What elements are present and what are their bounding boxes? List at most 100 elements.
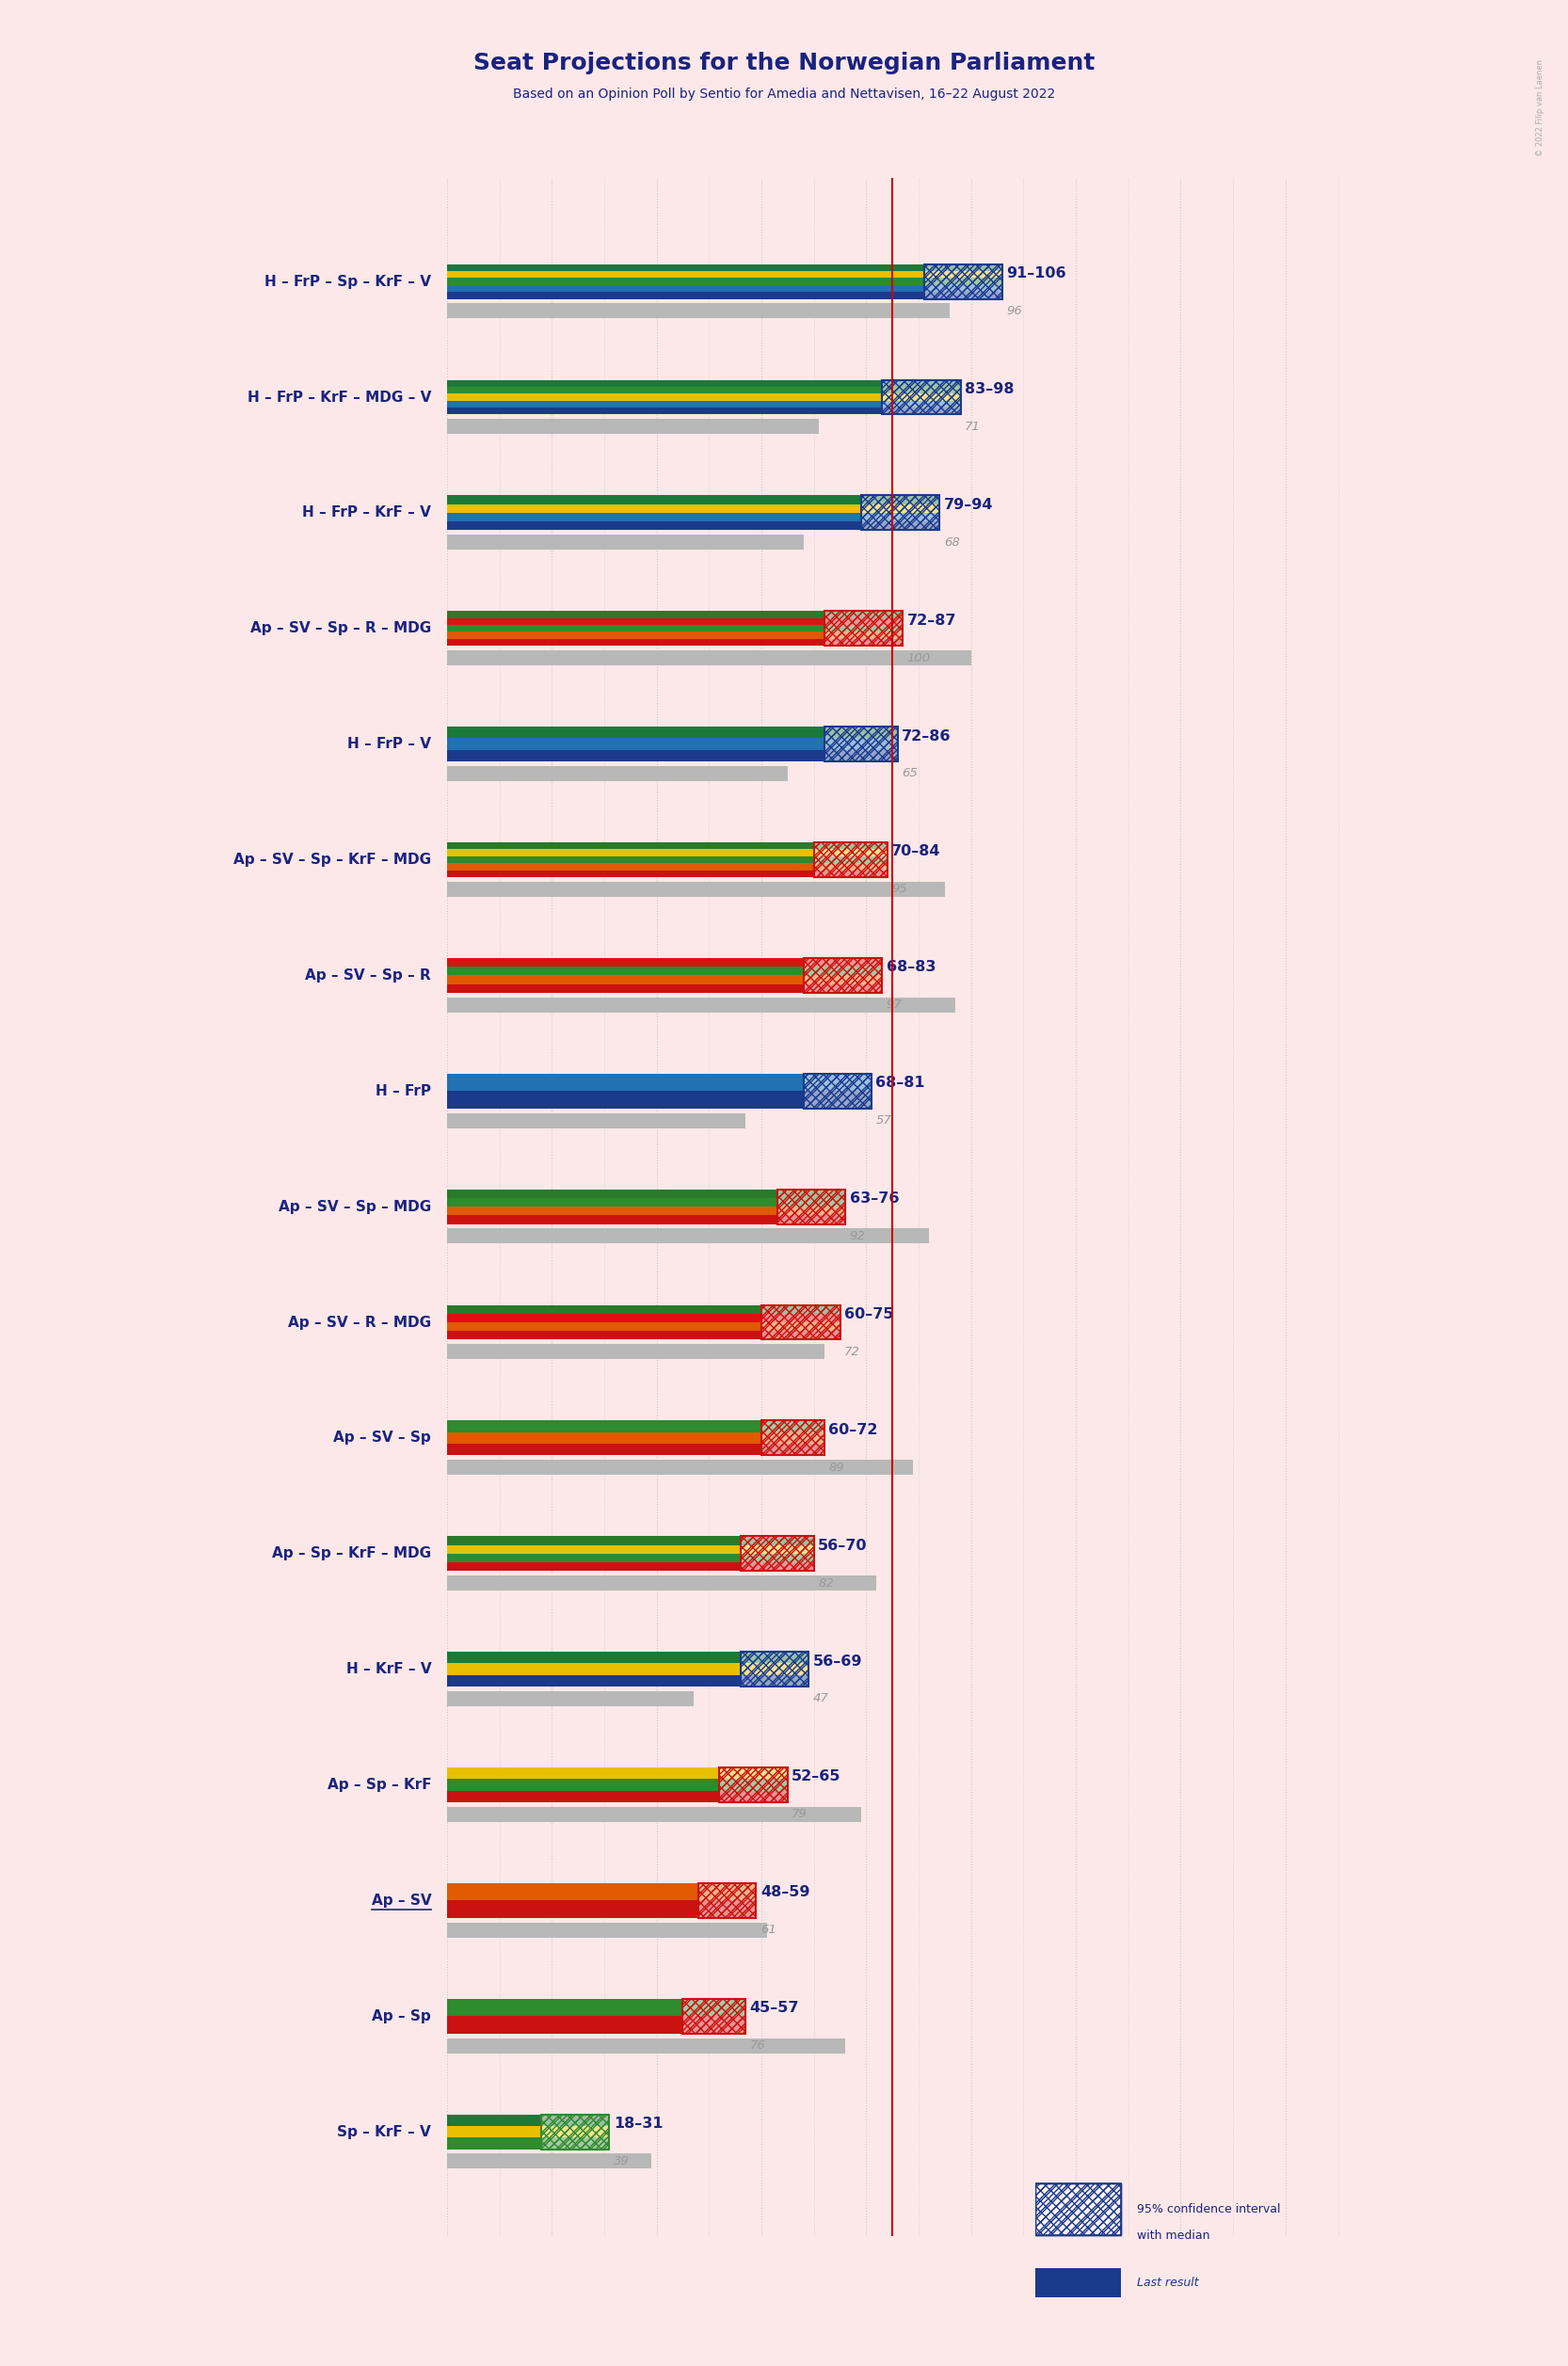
Bar <box>447 521 939 530</box>
Bar <box>924 265 1002 298</box>
Text: Ap – SV: Ap – SV <box>372 1893 431 1907</box>
Bar <box>447 1562 814 1571</box>
Bar <box>447 1091 872 1107</box>
Bar <box>803 958 881 994</box>
Text: 92: 92 <box>850 1230 866 1242</box>
Bar <box>447 984 881 994</box>
Bar <box>1035 2184 1121 2236</box>
Text: H – FrP – KrF – V: H – FrP – KrF – V <box>303 506 431 521</box>
Bar <box>778 1190 845 1223</box>
Bar <box>447 610 903 618</box>
Bar <box>447 393 961 400</box>
Bar <box>803 1074 872 1107</box>
Bar <box>720 1767 787 1803</box>
Bar <box>447 1692 693 1706</box>
Text: Ap – SV – Sp – MDG: Ap – SV – Sp – MDG <box>279 1200 431 1214</box>
Text: 63–76: 63–76 <box>850 1192 898 1207</box>
Text: 95% confidence interval: 95% confidence interval <box>1137 2203 1281 2215</box>
Bar <box>814 842 887 878</box>
Text: © 2022 Filip van Laenen: © 2022 Filip van Laenen <box>1537 59 1544 156</box>
Bar <box>803 958 881 994</box>
Text: with median: with median <box>1137 2229 1210 2241</box>
Bar <box>778 1190 845 1223</box>
Bar <box>740 1651 809 1687</box>
Bar <box>803 1074 872 1107</box>
Bar <box>825 726 897 762</box>
Bar <box>447 1651 809 1663</box>
Bar <box>447 272 1002 279</box>
Bar <box>740 1536 814 1571</box>
Bar <box>447 632 903 639</box>
Bar <box>698 1883 756 1919</box>
Text: 61: 61 <box>760 1924 776 1935</box>
Text: 56–69: 56–69 <box>812 1654 862 1668</box>
Bar <box>447 535 803 549</box>
Bar <box>447 1536 814 1545</box>
Bar <box>541 2115 610 2148</box>
Bar <box>447 1313 840 1323</box>
Bar <box>825 726 897 762</box>
Bar <box>447 407 961 414</box>
Bar <box>447 1207 845 1216</box>
Text: 72–87: 72–87 <box>908 613 956 627</box>
Text: 95: 95 <box>891 883 908 894</box>
Bar <box>825 610 903 646</box>
Bar <box>861 494 939 530</box>
Bar <box>447 968 881 975</box>
Bar <box>447 513 939 521</box>
Bar <box>682 1999 746 2032</box>
Bar <box>740 1651 809 1687</box>
Bar <box>825 726 897 762</box>
Bar <box>447 1197 845 1207</box>
Bar <box>698 1883 756 1919</box>
Bar <box>447 386 961 393</box>
Bar <box>447 303 950 319</box>
Bar <box>447 651 971 665</box>
Bar <box>447 494 939 504</box>
Bar <box>447 381 961 386</box>
Bar <box>740 1536 814 1571</box>
Bar <box>924 265 1002 298</box>
Bar <box>447 1344 825 1360</box>
Text: Ap – Sp – KrF: Ap – Sp – KrF <box>328 1777 431 1791</box>
Bar <box>803 958 881 994</box>
Bar <box>447 1306 840 1313</box>
Text: 68–83: 68–83 <box>886 961 936 975</box>
Bar <box>778 1190 845 1223</box>
Bar <box>825 610 903 646</box>
Bar <box>447 738 897 750</box>
Bar <box>447 864 887 871</box>
Bar <box>447 1791 787 1803</box>
Bar <box>447 1663 809 1675</box>
Text: Ap – SV – Sp – KrF – MDG: Ap – SV – Sp – KrF – MDG <box>234 852 431 866</box>
Text: 79–94: 79–94 <box>944 497 993 511</box>
Text: 39: 39 <box>613 2155 629 2167</box>
Text: 96: 96 <box>1007 305 1022 317</box>
Bar <box>825 610 903 646</box>
Text: Ap – SV – R – MDG: Ap – SV – R – MDG <box>289 1315 431 1330</box>
Bar <box>1035 2184 1121 2236</box>
Bar <box>447 1767 787 1779</box>
Bar <box>720 1767 787 1803</box>
Bar <box>447 625 903 632</box>
Bar <box>740 1536 814 1571</box>
Bar <box>447 2153 651 2170</box>
Text: 70–84: 70–84 <box>891 845 941 859</box>
Text: 57: 57 <box>875 1114 891 1126</box>
Text: Ap – Sp: Ap – Sp <box>372 2009 431 2023</box>
Bar <box>447 975 881 984</box>
Text: Ap – SV – Sp – R – MDG: Ap – SV – Sp – R – MDG <box>251 622 431 636</box>
Bar <box>447 1924 767 1938</box>
Bar <box>1035 2267 1121 2297</box>
Bar <box>447 1779 787 1791</box>
Bar <box>447 1190 845 1197</box>
Bar <box>698 1883 756 1919</box>
Bar <box>861 494 939 530</box>
Bar <box>1035 2184 1121 2236</box>
Text: H – FrP – KrF – MDG – V: H – FrP – KrF – MDG – V <box>248 390 431 405</box>
Text: 18–31: 18–31 <box>613 2118 663 2132</box>
Bar <box>447 871 887 878</box>
Bar <box>447 1332 840 1339</box>
Text: Sp – KrF – V: Sp – KrF – V <box>337 2125 431 2139</box>
Bar <box>447 842 887 849</box>
